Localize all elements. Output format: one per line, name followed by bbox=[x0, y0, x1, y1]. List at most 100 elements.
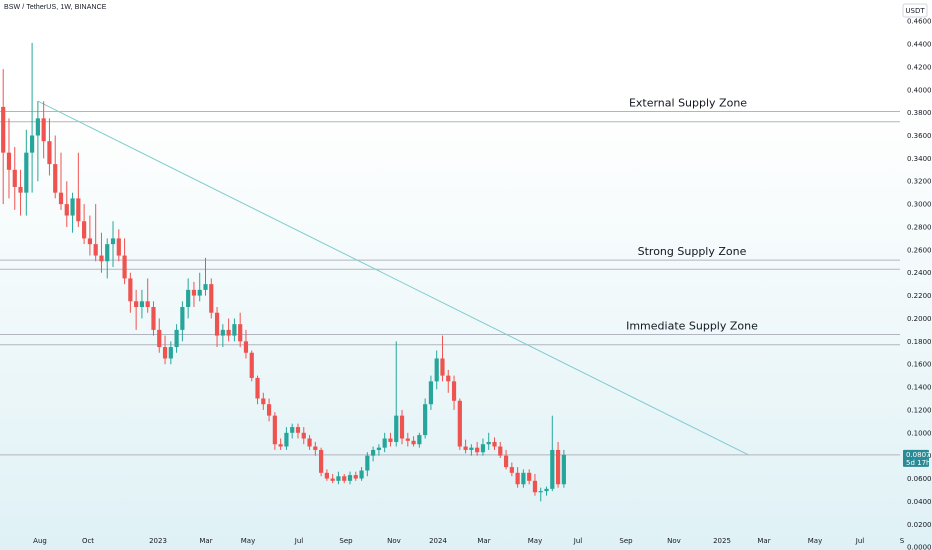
candle bbox=[388, 432, 393, 447]
candle-body bbox=[261, 398, 266, 405]
candle-body bbox=[301, 432, 306, 439]
candle bbox=[272, 412, 277, 450]
last-price-value: 0.0807 bbox=[906, 451, 931, 459]
x-tick-label: May bbox=[241, 537, 255, 545]
candle bbox=[423, 398, 428, 439]
candle bbox=[498, 441, 503, 458]
candle-body bbox=[503, 455, 509, 468]
candle bbox=[105, 238, 110, 279]
candle bbox=[226, 318, 231, 342]
candle-body bbox=[428, 381, 434, 405]
candle-body bbox=[24, 152, 29, 193]
x-tick-label: S bbox=[900, 537, 905, 545]
candle bbox=[342, 473, 347, 484]
x-tick-label: May bbox=[808, 537, 822, 545]
candle bbox=[180, 301, 185, 342]
x-tick-label: Nov bbox=[387, 537, 401, 545]
candle-body bbox=[371, 449, 376, 456]
candle bbox=[330, 473, 335, 484]
candle-body bbox=[521, 472, 526, 485]
candle-body bbox=[457, 400, 462, 447]
candles bbox=[1, 42, 566, 502]
candle bbox=[47, 118, 52, 176]
candle bbox=[347, 471, 353, 485]
candle-body bbox=[319, 449, 324, 473]
candle-body bbox=[278, 444, 283, 447]
x-tick-label: 2024 bbox=[429, 537, 447, 545]
candle bbox=[6, 118, 12, 199]
candle bbox=[561, 449, 566, 488]
candle bbox=[359, 467, 364, 481]
candle bbox=[128, 272, 133, 313]
price-axis[interactable]: 0.4600 0.4400 0.4200 0.4000 0.3800 0.3600 0.34… bbox=[902, 3, 932, 550]
candle bbox=[116, 229, 121, 262]
candle bbox=[151, 301, 156, 336]
candle bbox=[99, 232, 104, 273]
candle-body bbox=[272, 415, 277, 445]
candle bbox=[53, 135, 58, 199]
candle-body bbox=[266, 404, 272, 416]
candle bbox=[509, 462, 514, 477]
candle bbox=[353, 471, 358, 481]
candle-body bbox=[255, 377, 260, 399]
candle-body bbox=[203, 284, 208, 290]
candle bbox=[527, 469, 532, 485]
candle bbox=[209, 278, 214, 319]
candle bbox=[134, 289, 139, 330]
x-tick-label: Aug bbox=[33, 537, 47, 545]
candle bbox=[307, 435, 312, 450]
candle-body bbox=[388, 438, 393, 442]
candle-body bbox=[295, 427, 301, 433]
candle-body bbox=[226, 329, 231, 336]
candle-body bbox=[47, 141, 52, 165]
candle-body bbox=[544, 488, 549, 492]
candle bbox=[255, 375, 260, 405]
candle-body bbox=[342, 476, 347, 481]
trendline-layer bbox=[37, 100, 750, 456]
candle-body bbox=[365, 455, 370, 471]
candle bbox=[532, 473, 538, 496]
time-axis[interactable]: Aug Oct 2023 Mar May Jul Sep Nov 2024 Mar May Jul Se… bbox=[33, 537, 905, 545]
y-tick-label: 0.4200 bbox=[907, 63, 932, 71]
candle bbox=[313, 441, 318, 456]
candle-body bbox=[139, 301, 145, 308]
candle-body bbox=[498, 446, 503, 456]
candle-body bbox=[509, 467, 514, 473]
candle bbox=[70, 192, 75, 233]
zone-label: External Supply Zone bbox=[629, 96, 747, 109]
y-tick-label: 0.0600 bbox=[907, 475, 932, 483]
y-tick-label: 0.3400 bbox=[907, 155, 932, 163]
candle-body bbox=[538, 491, 543, 493]
candle-body bbox=[35, 118, 40, 136]
candle-body bbox=[330, 478, 335, 481]
candle-body bbox=[99, 255, 104, 262]
x-tick-label: Sep bbox=[339, 537, 353, 545]
candle bbox=[290, 423, 295, 439]
candle bbox=[18, 169, 23, 216]
candle-body bbox=[58, 192, 64, 205]
candle bbox=[463, 439, 468, 454]
candle-body bbox=[128, 278, 133, 302]
y-tick-label: 0.4000 bbox=[907, 86, 932, 94]
zone-label: Immediate Supply Zone bbox=[626, 319, 758, 332]
candle bbox=[492, 437, 497, 450]
candle bbox=[538, 487, 543, 502]
candle bbox=[382, 432, 387, 453]
candle-body bbox=[162, 347, 168, 359]
y-tick-label: 0.2800 bbox=[907, 223, 932, 231]
candle bbox=[457, 398, 462, 450]
candle-body bbox=[134, 301, 139, 308]
candle bbox=[41, 101, 46, 159]
y-tick-label: 0.3200 bbox=[907, 178, 932, 186]
y-tick-label: 0.2400 bbox=[907, 269, 932, 277]
candle-body bbox=[440, 358, 445, 376]
y-tick-label: 0.1200 bbox=[907, 406, 932, 414]
candle-body bbox=[151, 307, 156, 330]
candle-body bbox=[116, 238, 121, 256]
candle-body bbox=[87, 238, 92, 245]
candle bbox=[371, 446, 376, 462]
candle-body bbox=[382, 438, 387, 448]
x-tick-label: Mar bbox=[199, 537, 212, 545]
